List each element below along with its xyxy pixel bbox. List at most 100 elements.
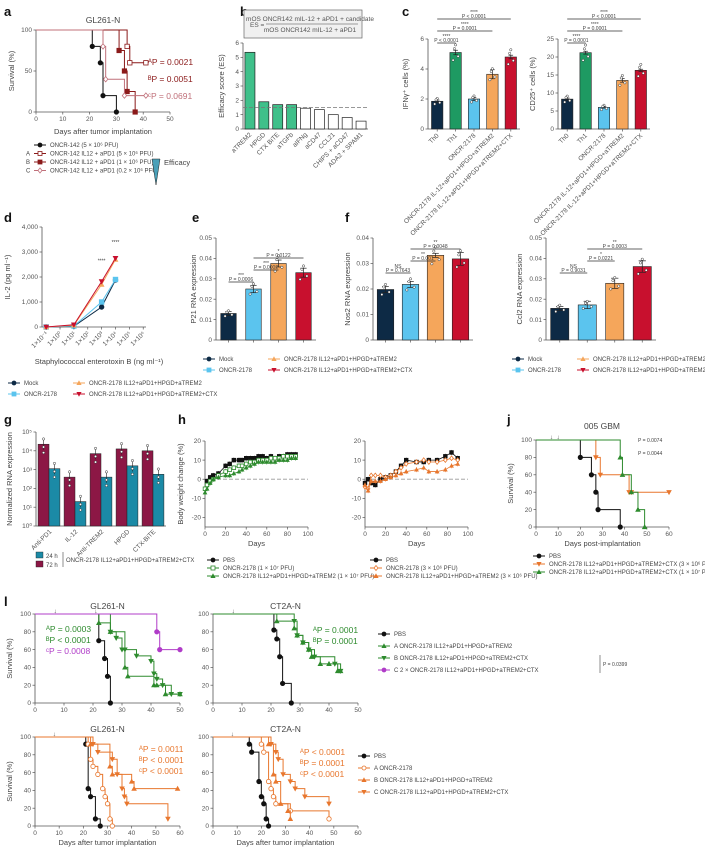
km-series — [36, 29, 149, 99]
y-tick-label: 0.03 — [199, 276, 212, 283]
replicate-point — [620, 74, 624, 77]
replicate-point — [589, 305, 593, 309]
km-series — [213, 736, 294, 821]
y-tick-label: 10⁴ — [22, 448, 32, 455]
bar-group — [451, 249, 470, 341]
x-tick-label: 40 — [147, 707, 155, 714]
bar — [327, 114, 339, 130]
data-point — [122, 664, 128, 670]
legend-d: Mock ONCR-2178 ONCR-2178 IL12+aPD1+HPGD+aT… — [8, 380, 217, 398]
data-point — [223, 472, 228, 478]
replicate-point — [53, 470, 56, 473]
data-point — [373, 573, 379, 578]
replicate-point — [79, 494, 82, 498]
significance-stars: **** — [591, 22, 599, 28]
replicate-point — [277, 254, 280, 258]
y-tick-label: 80 — [24, 629, 32, 636]
data-point — [268, 742, 274, 748]
significance-stars: NS — [570, 264, 578, 270]
chart-title: GL261-N — [86, 15, 121, 25]
data-point — [421, 465, 427, 470]
data-point — [114, 772, 120, 778]
y-axis-label: Survival (%) — [506, 463, 515, 504]
replicate-point — [105, 470, 108, 474]
data-point — [121, 794, 128, 800]
significance-stars: **** — [461, 22, 469, 28]
y-tick-label: 60 — [24, 647, 32, 654]
legend-item: PBS — [370, 557, 398, 564]
p-value-annotation: ᴬP = 0.0003 — [45, 624, 91, 634]
significance-bracket: NSP = 0.7643 — [385, 264, 411, 274]
y-tick-label: 4 — [420, 66, 424, 73]
replicate-point — [407, 280, 411, 284]
y-tick-label: 1,000 — [22, 299, 39, 306]
data-point — [273, 801, 279, 807]
data-point — [449, 450, 454, 455]
legend-label: PBS — [386, 558, 398, 564]
replicate-point — [454, 43, 458, 47]
survival-curve — [35, 736, 113, 826]
data-point — [95, 750, 101, 756]
dosing-arrow-icon: ↓ — [54, 608, 57, 615]
legend-item: B ONCR-142 IL12 + aPD1 (1 × 10⁶ PFU) — [26, 159, 154, 166]
data-point — [148, 659, 154, 665]
legend-label: ONCR-142 (5 × 10⁶ PFU) — [50, 142, 118, 149]
data-point — [285, 807, 291, 813]
data-point — [270, 771, 277, 777]
p-value-annotation: ᴮP < 0.0001 — [139, 755, 184, 765]
y-tick-label: 0.01 — [199, 317, 212, 324]
y-tick-label: 100 — [20, 611, 31, 618]
replicate-point — [131, 472, 134, 476]
bar — [579, 52, 592, 130]
data-point — [112, 256, 119, 262]
replicate-point — [562, 308, 566, 312]
data-point — [165, 816, 171, 822]
legend-item: C 2 × ONCR-2178 IL12+aPD1+HPGD+aTREM2+CT… — [378, 667, 539, 674]
data-point — [580, 368, 586, 373]
significance-bracket: ****P = 0.0001 — [567, 22, 623, 32]
data-point — [100, 786, 106, 792]
legend-label: ONCR-142 IL12 + aPD1 (0.2 × 10⁶ PFU) — [50, 168, 159, 175]
data-point — [361, 765, 367, 771]
replicate-point — [455, 265, 459, 269]
bar — [550, 308, 570, 341]
data-point — [337, 668, 344, 674]
legend-item: ONCR-2178 IL12+aPD1+HPGD+aTREM2+CTX — [73, 392, 217, 398]
km-series — [35, 736, 103, 829]
data-point — [373, 557, 379, 563]
replicate-point — [380, 293, 384, 297]
replicate-point — [94, 446, 97, 450]
formula-lhs: ES = — [250, 22, 264, 29]
y-tick-label: 0 — [528, 524, 532, 531]
data-point — [393, 472, 399, 478]
y-tick-label: 40 — [202, 665, 210, 672]
data-point — [381, 631, 387, 637]
y-tick-label: 4,000 — [22, 224, 39, 231]
data-point — [381, 667, 387, 673]
replicate-point — [453, 47, 456, 51]
p-value-annotation: ᴮP = 0.0051 — [148, 74, 193, 84]
legend-item: ONCR-2178 — [8, 391, 58, 398]
data-point — [210, 573, 216, 578]
replicate-point — [252, 282, 255, 286]
panel-d: d 0 1,000 2,000 3,000 4,000 IL-2 (pg ml⁻¹) 1×10… — [3, 210, 164, 366]
replicate-point — [605, 107, 608, 110]
x-tick-label: ONCR-2178 IL-12+aPD1+HPGD+aTREM2 — [533, 132, 626, 225]
data-point — [107, 700, 114, 706]
data-point — [231, 470, 237, 476]
x-tick-label: 1×10⁻¹ — [30, 330, 50, 350]
replicate-point — [255, 290, 259, 293]
data-point — [449, 463, 454, 468]
bar-group — [616, 74, 629, 130]
legend-item: ONCR-2178 IL12+aPD1+HPGD+aTREM2 — [577, 356, 705, 363]
series-line — [364, 457, 458, 490]
data-point — [159, 683, 166, 689]
replicate-point — [618, 83, 622, 87]
data-point — [168, 691, 175, 698]
legend-item: ONCR-2178 IL12+aPD1+HPGD+aTREM2+CTX — [268, 368, 412, 374]
data-point — [270, 794, 277, 800]
replicate-point — [470, 100, 473, 104]
bar — [426, 255, 445, 341]
replicate-point — [438, 101, 442, 105]
